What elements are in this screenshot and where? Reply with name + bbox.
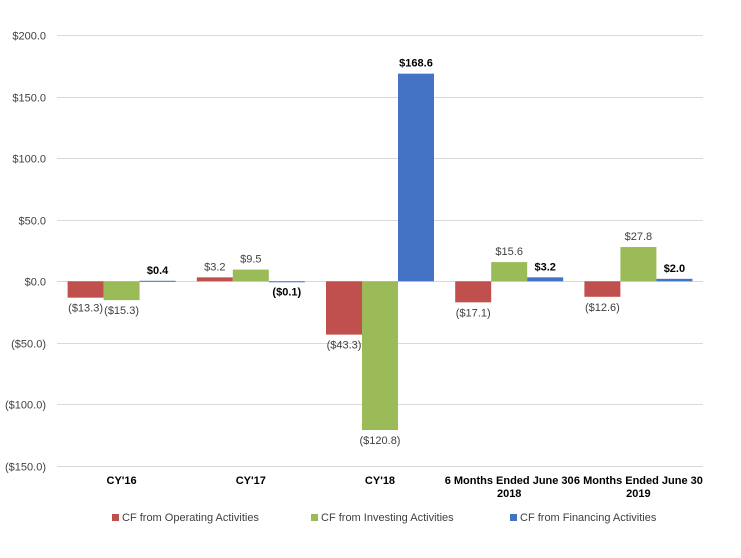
- x-tick-label: CY'17: [236, 475, 266, 487]
- bar: [398, 73, 434, 282]
- data-label: $2.0: [664, 263, 685, 275]
- data-label: $3.2: [534, 261, 555, 273]
- legend-label: CF from Investing Activities: [321, 512, 454, 524]
- legend: CF from Operating Activities CF from Inve…: [112, 512, 657, 524]
- bar: [455, 281, 492, 303]
- y-tick-label: $100.0: [12, 154, 46, 166]
- bar: [491, 262, 528, 282]
- bar: [196, 277, 233, 282]
- bar: [527, 277, 564, 282]
- legend-label: CF from Financing Activities: [520, 512, 657, 524]
- bar: [103, 281, 140, 301]
- data-label: ($17.1): [456, 307, 491, 319]
- data-label: ($120.8): [360, 435, 401, 447]
- data-label: ($43.3): [327, 340, 362, 352]
- y-tick-label: ($50.0): [11, 339, 46, 351]
- x-tick-label: 2019: [626, 488, 650, 500]
- bar: [67, 281, 104, 298]
- x-tick-label: 6 Months Ended June 30: [574, 475, 703, 487]
- data-label: ($15.3): [104, 305, 139, 317]
- bar: [362, 281, 398, 431]
- bar: [584, 281, 621, 297]
- data-label: $9.5: [240, 254, 261, 266]
- x-tick-label: CY'16: [107, 475, 137, 487]
- data-label: ($12.6): [585, 302, 620, 314]
- x-tick-label: 6 Months Ended June 30: [445, 475, 574, 487]
- bar: [139, 280, 176, 282]
- y-axis: $200.0 $150.0 $100.0 $50.0 $0.0 ($50.0) ($100.…: [5, 31, 46, 474]
- bars: [67, 73, 693, 431]
- legend-label: CF from Operating Activities: [122, 512, 259, 524]
- data-label: $15.6: [495, 246, 523, 258]
- y-tick-label: $150.0: [12, 93, 46, 105]
- y-tick-label: ($100.0): [5, 400, 46, 412]
- bar: [656, 278, 693, 282]
- y-tick-label: $200.0: [12, 31, 46, 43]
- data-label: $3.2: [204, 261, 225, 273]
- data-label: ($13.3): [68, 303, 103, 315]
- bar: [326, 281, 362, 335]
- bar: [268, 281, 305, 283]
- y-tick-label: $0.0: [25, 277, 46, 289]
- data-label: $168.6: [399, 58, 433, 70]
- x-tick-label: 2018: [497, 488, 521, 500]
- legend-swatch: [510, 514, 517, 521]
- bar: [620, 247, 657, 282]
- x-axis: CY'16 CY'17 CY'18 6 Months Ended June 30201…: [107, 475, 703, 500]
- data-label: ($0.1): [272, 286, 301, 298]
- bar: [232, 269, 269, 282]
- legend-swatch: [112, 514, 119, 521]
- data-label: $0.4: [147, 265, 169, 277]
- data-label: $27.8: [625, 231, 653, 243]
- x-tick-label: CY'18: [365, 475, 395, 487]
- data-labels: ($13.3) $3.2 ($43.3) ($17.1) ($12.6) ($15.3) $…: [68, 58, 685, 447]
- legend-swatch: [311, 514, 318, 521]
- y-tick-label: ($150.0): [5, 462, 46, 474]
- y-tick-label: $50.0: [18, 216, 46, 228]
